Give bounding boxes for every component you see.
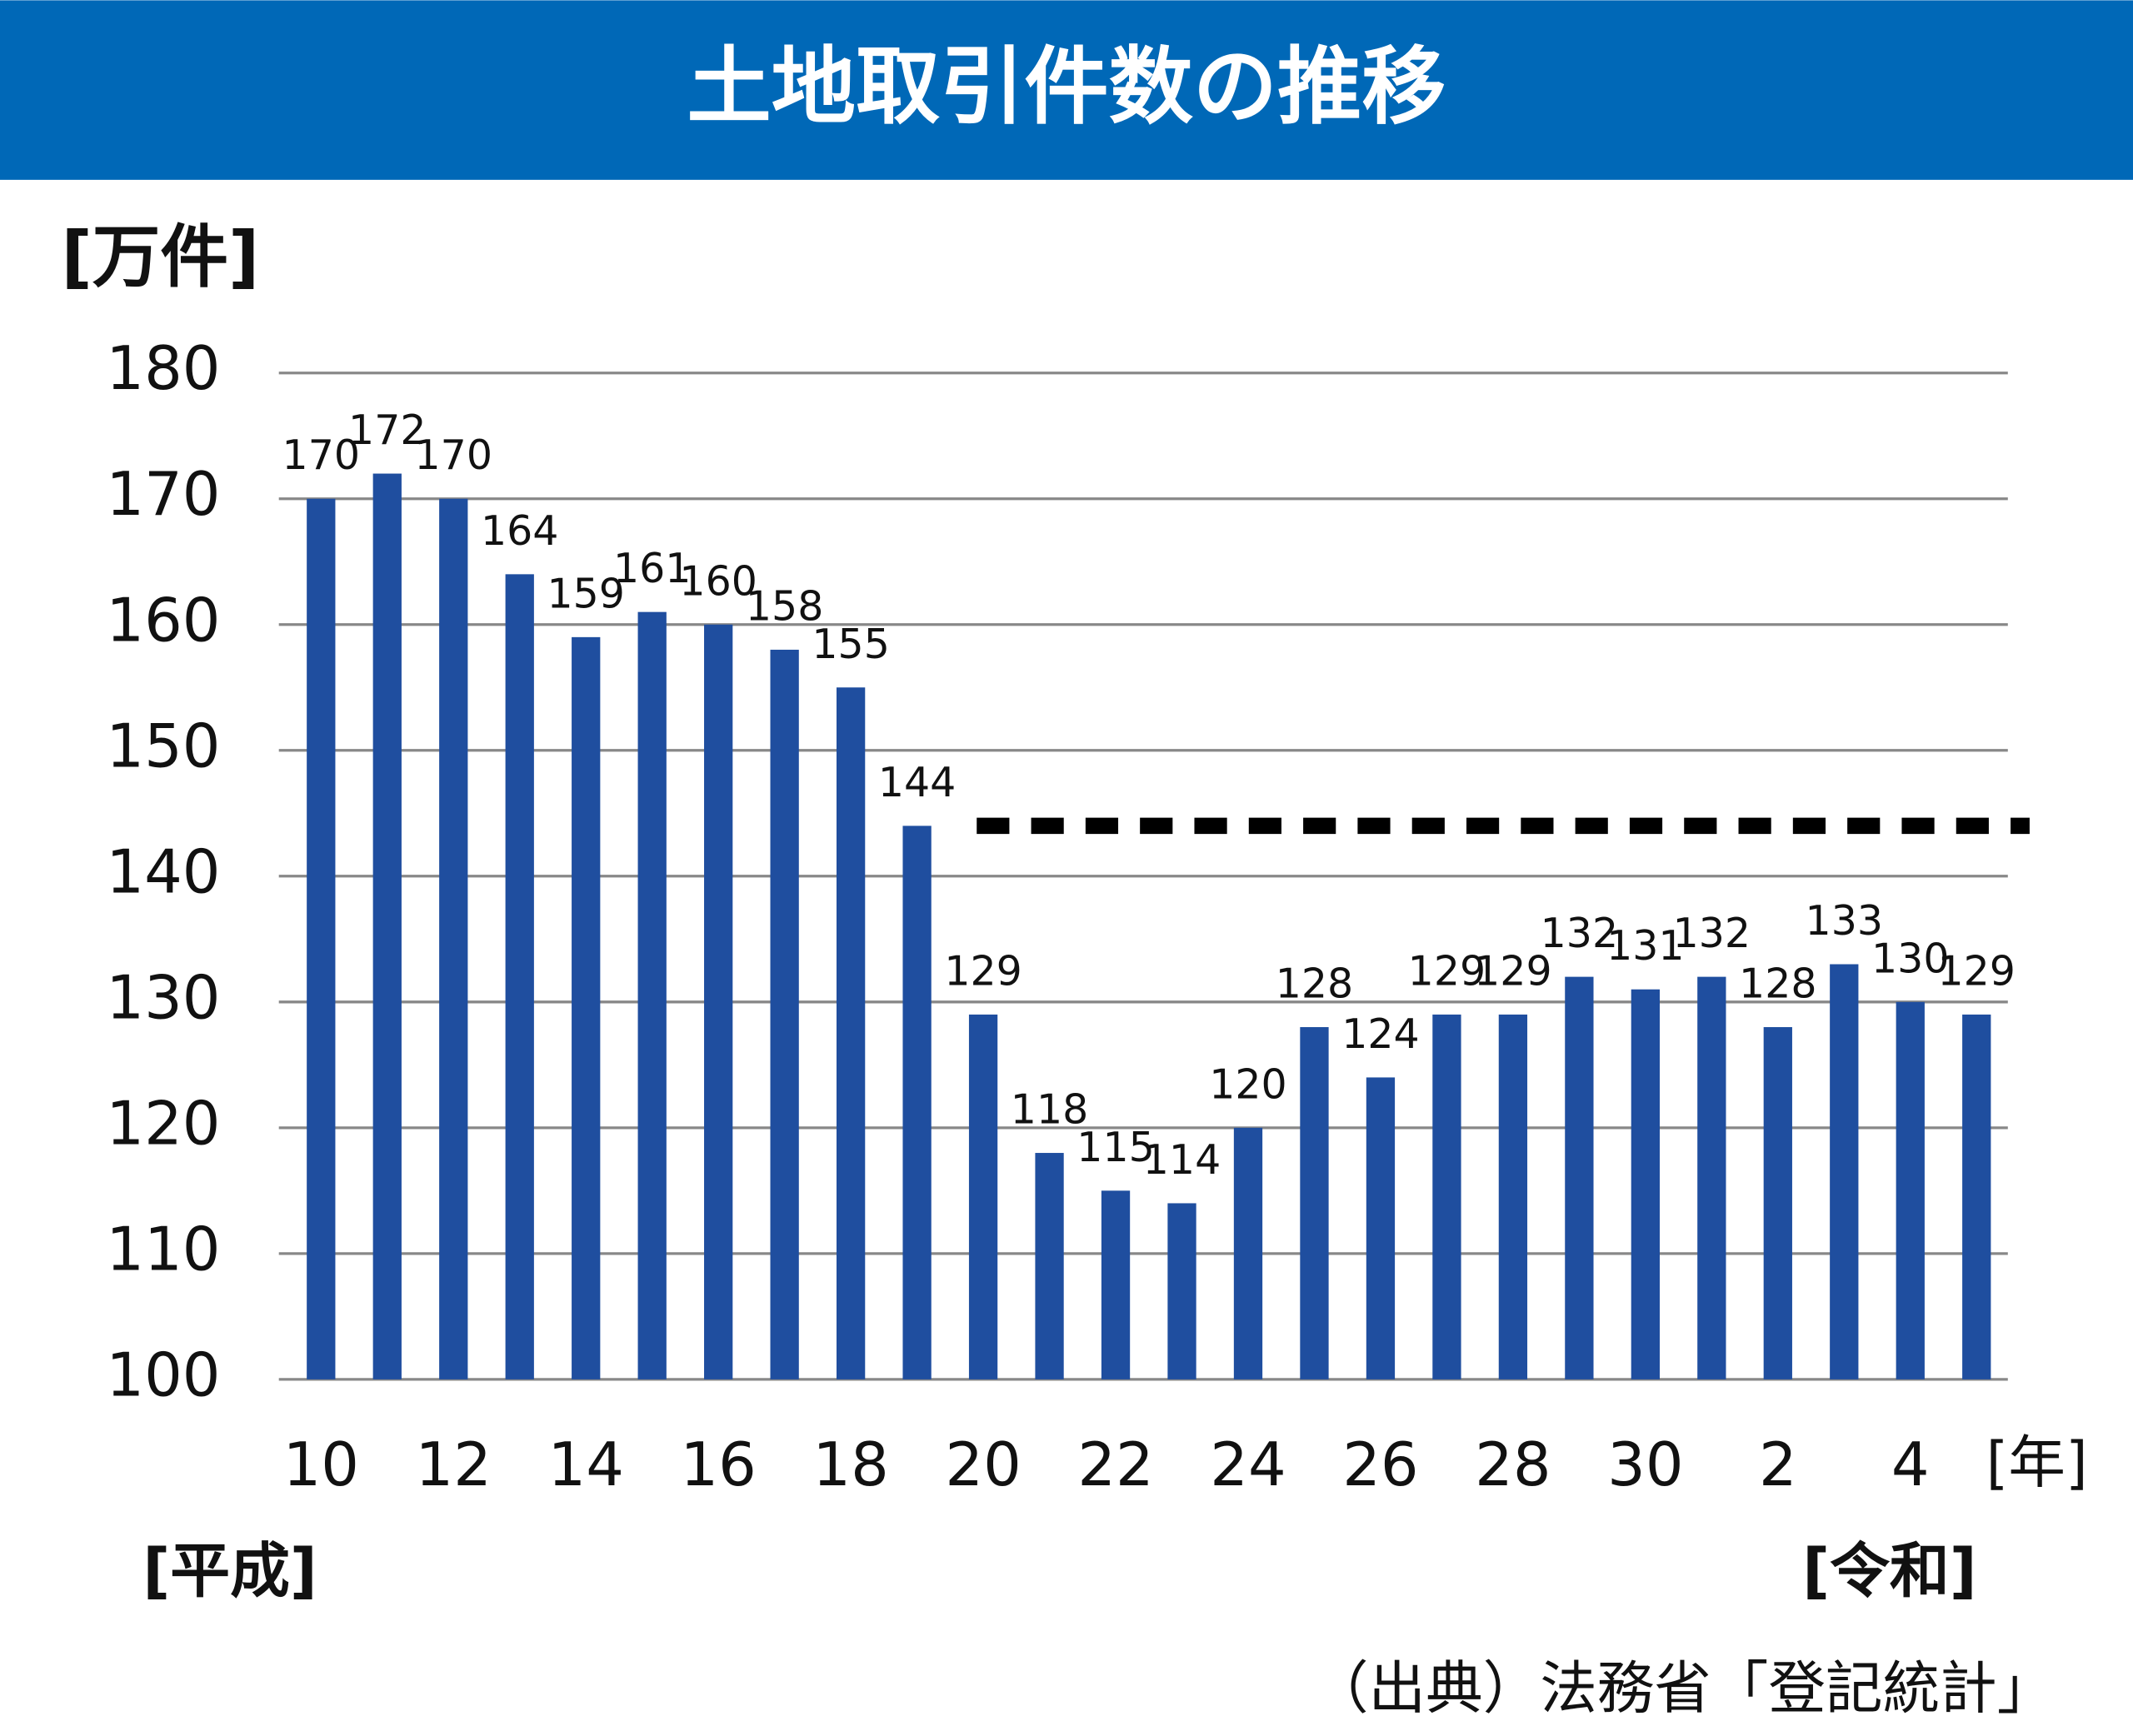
y-tick-label: 160 <box>106 585 220 655</box>
bar <box>372 473 402 1379</box>
era-label: [令和] <box>1802 1535 1976 1605</box>
value-label: 172 <box>348 407 426 454</box>
value-label: 159 <box>547 570 624 617</box>
value-label: 133 <box>1806 897 1883 945</box>
bar <box>1432 1014 1461 1379</box>
value-label: 114 <box>1143 1136 1221 1184</box>
x-tick-label: 24 <box>1210 1429 1286 1499</box>
value-label: 144 <box>878 759 956 806</box>
bar <box>572 636 601 1379</box>
value-label: 160 <box>679 557 757 605</box>
value-label: 129 <box>1474 947 1551 995</box>
x-tick-label: 2 <box>1759 1429 1797 1499</box>
bar <box>637 611 667 1379</box>
value-label: 130 <box>1871 935 1949 982</box>
x-tick-label: 18 <box>812 1429 888 1499</box>
y-tick-label: 100 <box>106 1339 220 1409</box>
x-tick-label: 4 <box>1891 1429 1930 1499</box>
value-label: 128 <box>1276 960 1353 1008</box>
bar <box>836 687 866 1379</box>
x-tick-label: 30 <box>1607 1429 1683 1499</box>
value-label: 158 <box>746 582 823 630</box>
x-tick-label: 20 <box>945 1429 1021 1499</box>
header-band <box>0 0 2133 180</box>
value-label: 164 <box>481 507 558 555</box>
x-axis-label: [年] <box>1986 1429 2088 1496</box>
value-label: 120 <box>1209 1060 1286 1108</box>
chart-title: 土地取引件数の推移 <box>687 37 1446 136</box>
x-tick-label: 22 <box>1077 1429 1153 1499</box>
value-label: 132 <box>1673 910 1751 957</box>
bar <box>505 574 534 1379</box>
bar <box>1962 1014 1991 1379</box>
bar <box>1631 989 1660 1379</box>
y-tick-label: 130 <box>106 962 220 1032</box>
value-label: 155 <box>812 621 889 668</box>
bar <box>770 649 799 1379</box>
value-label: 161 <box>613 545 691 592</box>
y-tick-label: 120 <box>106 1088 220 1158</box>
value-label: 132 <box>1541 910 1618 957</box>
value-label: 131 <box>1606 922 1684 970</box>
x-tick-label: 28 <box>1475 1429 1551 1499</box>
x-tick-label: 14 <box>548 1429 624 1499</box>
y-tick-label: 170 <box>106 459 220 529</box>
bar <box>1763 1027 1792 1379</box>
value-label: 129 <box>944 947 1022 995</box>
bar <box>1896 1001 1925 1379</box>
value-label: 118 <box>1011 1086 1088 1134</box>
value-label: 115 <box>1076 1124 1154 1171</box>
bar <box>1233 1127 1263 1379</box>
bar <box>1366 1077 1396 1379</box>
bar <box>1697 976 1726 1379</box>
bar <box>902 826 932 1379</box>
bar <box>439 498 468 1379</box>
value-label: 170 <box>415 432 492 479</box>
bar <box>704 624 733 1379</box>
bar <box>1300 1027 1329 1379</box>
x-tick-label: 26 <box>1342 1429 1418 1499</box>
value-label: 128 <box>1739 960 1816 1008</box>
bar <box>1035 1153 1064 1379</box>
bar <box>1498 1014 1528 1379</box>
bar <box>307 498 336 1379</box>
y-axis-label: [万件] <box>61 217 259 297</box>
x-tick-label: 10 <box>283 1429 359 1499</box>
x-tick-label: 12 <box>416 1429 492 1499</box>
bar <box>1167 1203 1196 1379</box>
bar <box>1830 964 1859 1379</box>
y-tick-label: 140 <box>106 836 220 906</box>
value-label: 170 <box>282 432 360 479</box>
x-tick-label: 16 <box>680 1429 756 1499</box>
value-label: 129 <box>1408 947 1486 995</box>
y-tick-label: 110 <box>106 1214 220 1284</box>
bar <box>968 1014 998 1379</box>
bar <box>1101 1190 1131 1379</box>
source: （出典）法務省「登記統計」 <box>1311 1655 2054 1722</box>
era-label: [平成] <box>142 1535 317 1605</box>
y-tick-label: 150 <box>106 711 220 781</box>
value-label: 124 <box>1341 1010 1419 1058</box>
value-label: 129 <box>1938 947 2016 995</box>
y-tick-label: 180 <box>106 333 220 403</box>
bar <box>1565 976 1594 1379</box>
